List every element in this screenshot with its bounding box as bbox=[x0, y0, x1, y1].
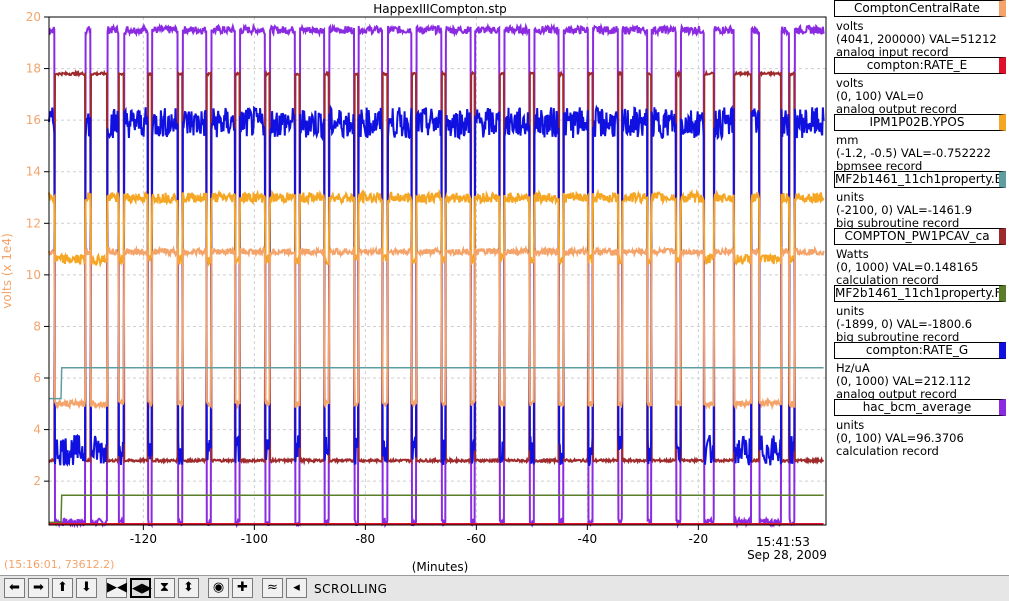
y-tick-label: 10 bbox=[26, 268, 41, 282]
y-tick-label: 12 bbox=[26, 216, 41, 230]
x-axis-label: (Minutes) bbox=[412, 560, 469, 574]
y-axis-label: volts (x 1e4) bbox=[0, 233, 14, 308]
mode-status: SCROLLING bbox=[314, 582, 388, 596]
legend-entry[interactable]: COMPTON_PW1PCAV_ca Watts (0, 1000) VAL=0.1… bbox=[834, 228, 1009, 287]
end-time-label: 15:41:53 bbox=[756, 535, 810, 549]
legend-record-type: calculation record bbox=[836, 273, 939, 287]
y-tick-label: 16 bbox=[26, 113, 41, 127]
legend-series-name[interactable]: hac_bcm_average bbox=[834, 399, 1006, 416]
series-line-mf2b1461-11ch1property-e bbox=[49, 366, 824, 400]
scroll-up-button[interactable]: ⬆ bbox=[52, 578, 73, 598]
undo-button[interactable]: ◂ bbox=[286, 578, 307, 598]
chart-title: HappexIIICompton.stp bbox=[373, 2, 507, 16]
legend-range-value: (-2100, 0) VAL=-1461.9 bbox=[836, 203, 973, 217]
legend-record-type: calculation record bbox=[836, 444, 939, 458]
legend-units: units bbox=[836, 304, 865, 318]
series-line-ipm1p02b-ypos bbox=[48, 188, 825, 268]
y-tick-label: 4 bbox=[33, 423, 41, 437]
series-line-compton-rate-g bbox=[48, 104, 825, 467]
legend-series-name[interactable]: MF2b1461_11ch1property.F bbox=[834, 285, 1006, 302]
x-tick-label: -40 bbox=[578, 532, 598, 546]
y-tick-label: 8 bbox=[33, 319, 41, 333]
axis-layer: 2 4 6 8 10 12 14 16 18 20 -120 -100 -80 -60 -40 -20 bbox=[26, 10, 708, 546]
legend-series-name[interactable]: IPM1P02B.YPOS bbox=[834, 114, 1006, 131]
legend-range-value: (0, 100) VAL=96.3706 bbox=[836, 431, 964, 445]
legend-series-name[interactable]: compton:RATE_G bbox=[834, 342, 1006, 359]
plot-frame bbox=[48, 16, 827, 526]
series-line-mf2b1461-11ch1property-f bbox=[49, 494, 824, 524]
legend-entry[interactable]: IPM1P02B.YPOS mm (-1.2, -0.5) VAL=-0.75222… bbox=[834, 114, 1009, 173]
legend-series-name[interactable]: compton:RATE_E bbox=[834, 57, 1006, 74]
legend-units: volts bbox=[836, 76, 864, 90]
zoom-in-vertical-button[interactable]: ⧗ bbox=[154, 578, 175, 598]
legend-range-value: (-1.2, -0.5) VAL=-0.752222 bbox=[836, 146, 991, 160]
legend-units: units bbox=[836, 418, 865, 432]
scroll-right-button[interactable]: ➡ bbox=[28, 578, 49, 598]
series-line-comptoncentralrate bbox=[48, 244, 825, 411]
zoom-out-horizontal-button[interactable]: ◀▶ bbox=[130, 578, 152, 598]
legend-entry[interactable]: compton:RATE_G Hz/uA (0, 1000) VAL=212.112… bbox=[834, 342, 1009, 401]
x-tick-label: -80 bbox=[356, 532, 376, 546]
legend-record-type: analog output record bbox=[836, 387, 957, 401]
legend-range-value: (0, 100) VAL=0 bbox=[836, 89, 924, 103]
cursor-readout: (15:16:01, 73612.2) bbox=[4, 558, 115, 571]
y-tick-label: 20 bbox=[26, 10, 41, 24]
toolbar: ⬅ ➡ ⬆ ⬇ ▶◀ ◀▶ ⧗ ⬍ ◉ ✚ ≈ ◂ SCROLLING bbox=[0, 575, 1009, 601]
legend-range-value: (4041, 200000) VAL=51212 bbox=[836, 32, 997, 46]
legend-units: Hz/uA bbox=[836, 361, 870, 375]
legend-series-name[interactable]: MF2b1461_11ch1property.E bbox=[834, 171, 1006, 188]
crosshair-button[interactable]: ✚ bbox=[232, 578, 253, 598]
legend-range-value: (0, 1000) VAL=212.112 bbox=[836, 374, 972, 388]
legend-entry[interactable]: ComptonCentralRate volts (4041, 200000) VA… bbox=[834, 0, 1009, 59]
legend-series-name[interactable]: ComptonCentralRate bbox=[834, 0, 1006, 17]
series-line-hac-bcm-average bbox=[48, 22, 825, 529]
legend-record-type: analog output record bbox=[836, 102, 957, 116]
y-tick-label: 2 bbox=[33, 474, 41, 488]
series-layer bbox=[48, 22, 825, 529]
stagger-button[interactable]: ≈ bbox=[262, 578, 283, 598]
legend-record-type: big subroutine record bbox=[836, 330, 960, 344]
legend-units: Watts bbox=[836, 247, 869, 261]
x-tick-label: -60 bbox=[467, 532, 487, 546]
zoom-out-vertical-button[interactable]: ⬍ bbox=[178, 578, 199, 598]
y-tick-label: 18 bbox=[26, 62, 41, 76]
legend-units: units bbox=[836, 190, 865, 204]
end-date-label: Sep 28, 2009 bbox=[747, 548, 827, 562]
scroll-down-button[interactable]: ⬇ bbox=[76, 578, 97, 598]
autoscale-button[interactable]: ◉ bbox=[208, 578, 229, 598]
legend-range-value: (0, 1000) VAL=0.148165 bbox=[836, 260, 979, 274]
legend-range-value: (-1899, 0) VAL=-1800.6 bbox=[836, 317, 973, 331]
legend-units: volts bbox=[836, 19, 864, 33]
scroll-left-button[interactable]: ⬅ bbox=[4, 578, 25, 598]
y-tick-label: 14 bbox=[26, 165, 41, 179]
strip-chart[interactable]: HappexIIICompton.stp 2 4 6 8 10 12 14 16 18 20 -12… bbox=[0, 0, 834, 575]
legend-units: mm bbox=[836, 133, 859, 147]
legend-record-type: big subroutine record bbox=[836, 216, 960, 230]
x-tick-label: -120 bbox=[130, 532, 157, 546]
legend-record-type: analog input record bbox=[836, 45, 949, 59]
x-tick-label: -20 bbox=[689, 532, 709, 546]
x-tick-label: -100 bbox=[241, 532, 268, 546]
zoom-in-horizontal-button[interactable]: ▶◀ bbox=[106, 578, 127, 598]
legend-series-name[interactable]: COMPTON_PW1PCAV_ca bbox=[834, 228, 1006, 245]
legend: ComptonCentralRate volts (4041, 200000) VA… bbox=[834, 0, 1009, 458]
y-tick-label: 6 bbox=[33, 371, 41, 385]
legend-record-type: bpmsee record bbox=[836, 159, 923, 173]
